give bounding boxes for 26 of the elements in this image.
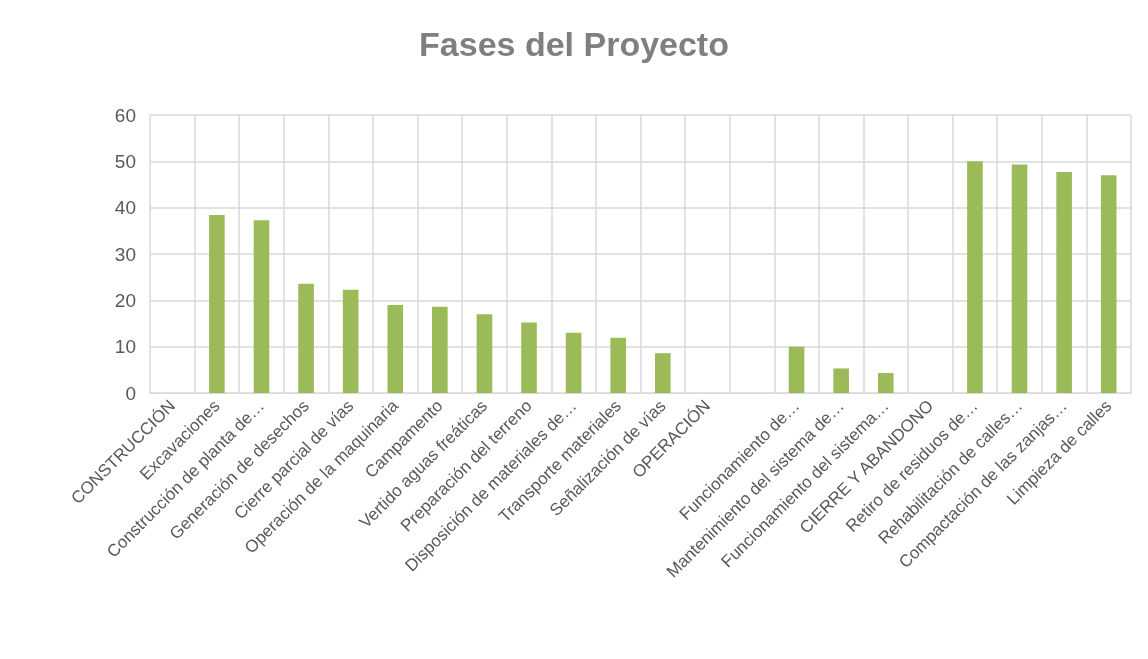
bar bbox=[610, 337, 627, 393]
bar bbox=[209, 215, 225, 393]
y-tick-label: 10 bbox=[114, 336, 136, 358]
y-tick-label: 60 bbox=[114, 104, 136, 126]
bar bbox=[565, 332, 582, 393]
y-tick-label: 30 bbox=[114, 243, 136, 265]
bar bbox=[967, 161, 983, 393]
bar bbox=[342, 289, 359, 393]
bar bbox=[387, 304, 404, 393]
bar bbox=[1011, 164, 1028, 393]
bar bbox=[1100, 175, 1117, 393]
bar bbox=[253, 220, 270, 393]
bar bbox=[833, 368, 849, 393]
y-tick-label: 20 bbox=[114, 289, 136, 311]
y-tick-label: 50 bbox=[114, 150, 136, 172]
bar bbox=[1056, 171, 1072, 393]
chart-title: Fases del Proyecto bbox=[419, 25, 729, 63]
y-tick-label: 0 bbox=[125, 382, 136, 404]
y-tick-label: 40 bbox=[114, 197, 136, 219]
bar bbox=[432, 306, 448, 393]
bar bbox=[298, 283, 314, 393]
bar bbox=[654, 353, 671, 393]
bar bbox=[788, 346, 805, 393]
bar bbox=[877, 373, 894, 393]
bar bbox=[476, 314, 493, 393]
bar bbox=[521, 322, 537, 393]
